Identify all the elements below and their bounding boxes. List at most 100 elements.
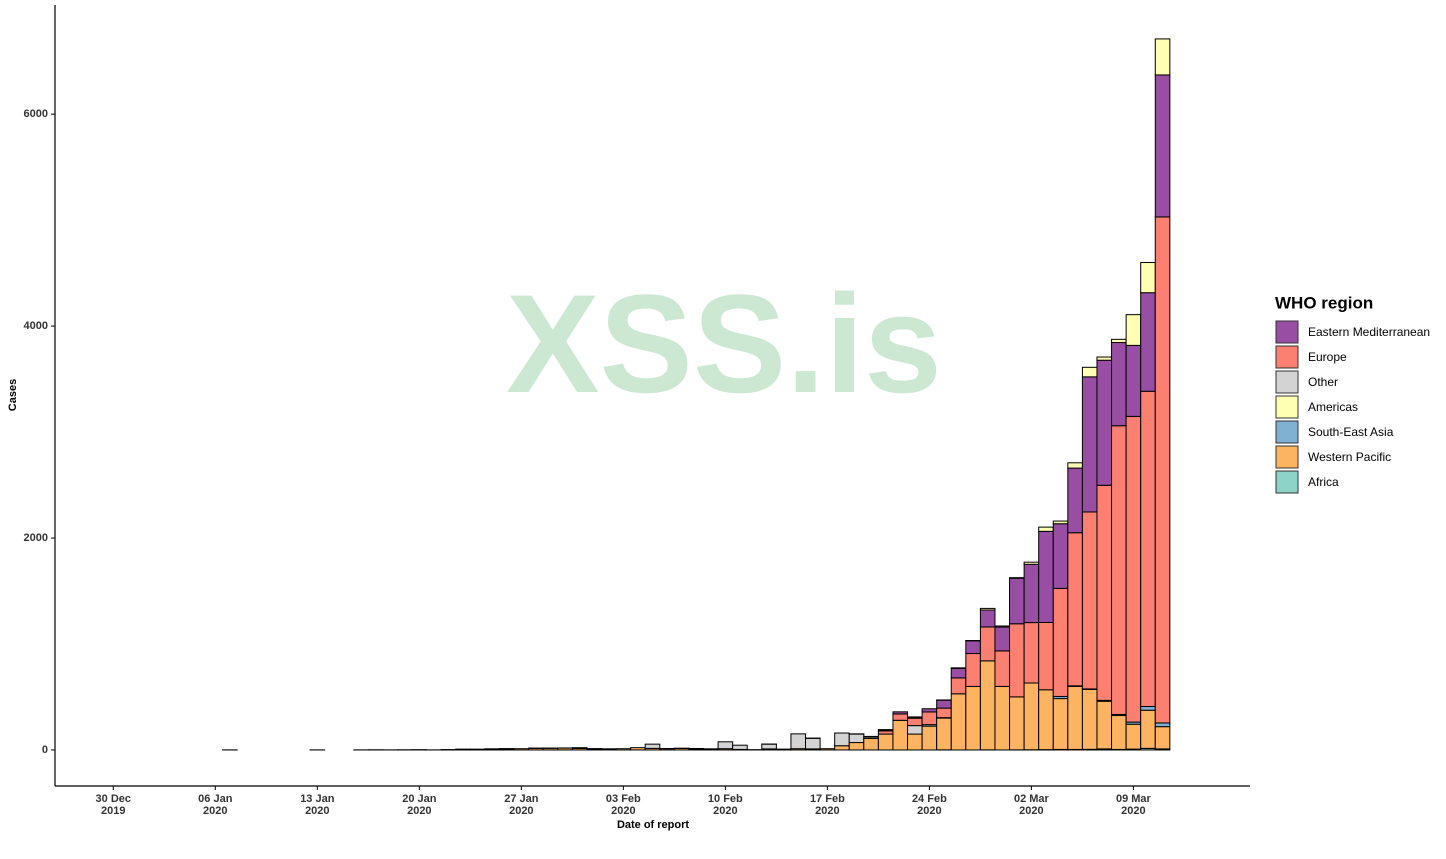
- legend-label: Africa: [1308, 475, 1339, 489]
- bar-segment: [965, 653, 981, 687]
- bar-segment: [950, 667, 967, 669]
- bar-segment: [1154, 74, 1171, 218]
- bar-segment: [1111, 425, 1127, 715]
- x-tick-label: 06 Jan 2020: [198, 793, 233, 817]
- x-axis-title: Date of report: [617, 819, 689, 831]
- bar-segment: [1154, 38, 1171, 76]
- bar-segment: [834, 732, 850, 747]
- bar-segment: [907, 733, 923, 751]
- bar-segment: [1038, 530, 1054, 623]
- bar-segment: [965, 685, 981, 751]
- bar-segment: [1081, 511, 1098, 690]
- bar-segment: [1140, 262, 1156, 294]
- bar-segment: [1154, 726, 1171, 750]
- bar-segment: [1023, 563, 1040, 624]
- bar-segment: [1140, 390, 1156, 708]
- bar-segment: [1052, 523, 1069, 589]
- legend-label: Western Pacific: [1308, 450, 1391, 464]
- x-tick-label: 13 Jan 2020: [300, 793, 335, 817]
- y-tick-label: 2000: [24, 532, 48, 544]
- bar-segment: [1067, 532, 1083, 687]
- bar-segment: [1111, 338, 1127, 344]
- bar-segment: [994, 685, 1011, 751]
- bar-segment: [1009, 577, 1025, 579]
- bar-segment: [921, 725, 938, 751]
- bar-segment: [1009, 696, 1025, 751]
- bar-segment: [1111, 342, 1127, 427]
- bar-segment: [1067, 467, 1083, 534]
- bar-segment: [805, 737, 821, 750]
- bar-segment: [1096, 700, 1113, 750]
- bar-segment: [936, 707, 952, 719]
- bar-segment: [1154, 216, 1171, 724]
- y-tick-label: 6000: [24, 108, 48, 120]
- legend-swatch: [1275, 470, 1299, 494]
- bar-segment: [1023, 682, 1040, 751]
- bar-segment: [1096, 359, 1113, 486]
- legend-swatch: [1275, 445, 1299, 469]
- bar-segment: [950, 667, 967, 679]
- bar-segment: [1096, 484, 1113, 701]
- bar-segment: [1081, 688, 1098, 750]
- bar-segment: [1140, 709, 1156, 749]
- legend-label: Europe: [1308, 350, 1347, 364]
- bar-segment: [979, 607, 996, 611]
- x-tick-label: 27 Jan 2020: [504, 793, 539, 817]
- bar-segment: [1067, 685, 1083, 750]
- bar-segment: [950, 693, 967, 751]
- y-tick-label: 4000: [24, 320, 48, 332]
- bar-segment: [1081, 376, 1098, 513]
- bar-segment: [1125, 723, 1142, 750]
- bar-segment: [644, 743, 661, 749]
- bar-segment: [892, 713, 909, 721]
- bar-segment: [1111, 715, 1127, 750]
- bar-segment: [1023, 561, 1040, 565]
- bar-segment: [863, 737, 879, 751]
- legend-label: South-East Asia: [1308, 425, 1394, 439]
- legend-label: Americas: [1308, 400, 1358, 414]
- bar-segment: [717, 741, 734, 750]
- x-tick-label: 09 Mar 2020: [1115, 793, 1151, 817]
- bar-segment: [1052, 520, 1069, 525]
- bar-segment: [877, 733, 894, 751]
- bar-segment: [863, 735, 879, 738]
- bar-segment: [979, 660, 996, 751]
- bar-segment: [1023, 622, 1040, 684]
- bar-segment: [1154, 722, 1171, 728]
- bar-segment: [1038, 621, 1054, 691]
- x-tick-label: 17 Feb 2020: [809, 793, 845, 817]
- bar-segment: [790, 733, 807, 750]
- bar-segment: [892, 719, 909, 751]
- bar-segment: [1140, 292, 1156, 392]
- bar-segment: [1125, 344, 1142, 417]
- bar-segment: [994, 650, 1011, 687]
- legend-swatch: [1275, 370, 1299, 394]
- bar-segment: [848, 733, 865, 744]
- bar-segment: [979, 626, 996, 662]
- bar-segment: [994, 626, 1011, 652]
- x-tick-label: 10 Feb 2020: [707, 793, 743, 817]
- bar-segment: [936, 717, 952, 751]
- bar-segment: [1096, 356, 1113, 361]
- bar-segment: [775, 748, 792, 751]
- y-axis-title: Cases: [7, 379, 19, 411]
- bar-segment: [1140, 706, 1156, 711]
- legend-title: WHO region: [1275, 293, 1373, 312]
- bar-segment: [950, 677, 967, 695]
- legend-label: Eastern Mediterranean: [1308, 325, 1430, 339]
- legend-label: Other: [1308, 375, 1338, 389]
- bar-segment: [1009, 623, 1025, 698]
- x-tick-label: 02 Mar 2020: [1013, 793, 1049, 817]
- bar-segment: [936, 699, 952, 709]
- bar-segment: [513, 748, 530, 751]
- bar-segment: [848, 742, 865, 751]
- bar-segment: [1081, 366, 1098, 378]
- x-tick-label: 24 Feb 2020: [911, 793, 947, 817]
- bar-segment: [1038, 526, 1054, 532]
- x-tick-label: 03 Feb 2020: [605, 793, 641, 817]
- bar-segment: [761, 743, 777, 750]
- bar-segment: [834, 745, 850, 751]
- bar-segment: [732, 744, 748, 750]
